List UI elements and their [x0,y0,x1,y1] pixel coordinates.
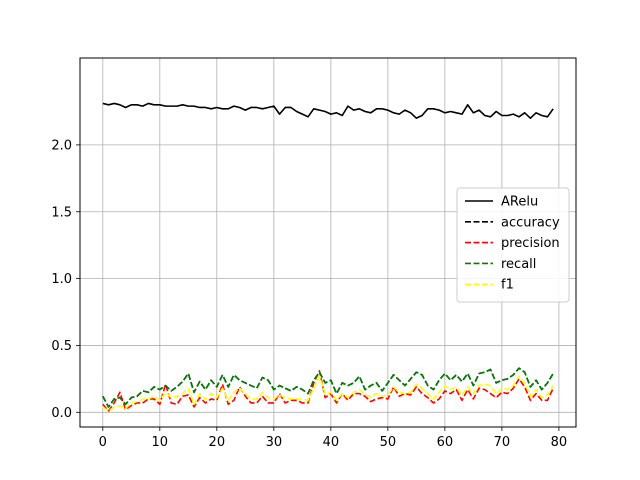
legend-label-accuracy: accuracy [501,215,560,230]
legend-label-recall: recall [501,257,536,272]
series-line-ARelu [102,102,554,119]
legend-label-f1: f1 [501,278,514,293]
legend-box [456,187,570,303]
x-tick-label: 50 [380,435,397,450]
y-tick-label: 2.0 [51,138,72,153]
y-tick-label: 0.5 [51,339,72,354]
grid [80,58,576,427]
x-tick-label: 70 [494,435,511,450]
series-line-precision [102,370,554,412]
legend-label-precision: precision [501,236,560,251]
legend: ARelu accuracy precision recall f1 [456,187,570,303]
y-tick-label: 1.5 [51,205,72,220]
x-tick-label: 60 [437,435,454,450]
x-tick-label: 20 [209,435,226,450]
y-tick-label: 1.0 [51,272,72,287]
x-tick-label: 80 [551,435,568,450]
x-tick-label: 10 [152,435,169,450]
axis-ticks: 0 10 20 30 40 50 60 70 80 0.0 0.5 1.0 1.5 2.0 [51,138,567,450]
series-lines [102,102,554,412]
y-tick-label: 0.0 [51,406,72,421]
x-tick-label: 40 [323,435,340,450]
series-line-recall [102,367,554,408]
plot-frame [79,57,577,428]
series-line-f1 [102,375,554,412]
x-tick-label: 30 [266,435,283,450]
legend-label-ARelu: ARelu [501,195,538,210]
x-tick-label: 0 [99,435,107,450]
